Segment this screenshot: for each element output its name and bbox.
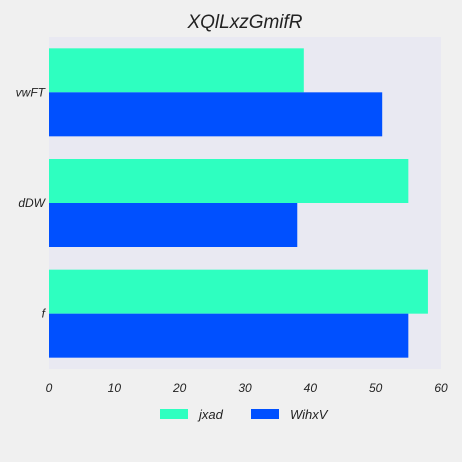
legend-swatch-jxad	[160, 409, 188, 419]
x-tick-label: 30	[238, 381, 252, 395]
legend: jxad WihxV	[160, 407, 329, 422]
y-tick-label: dDW	[18, 196, 46, 210]
y-tick-label: vwFT	[16, 85, 47, 99]
bar-jxad-dDW	[49, 159, 409, 203]
bars-group	[49, 48, 428, 358]
legend-label-jxad: jxad	[197, 407, 224, 422]
bar-WihxV-f	[49, 313, 409, 358]
chart-title: XQlLxzGmifR	[186, 12, 302, 33]
legend-label-WihxV: WihxV	[290, 407, 329, 422]
bar-WihxV-dDW	[49, 203, 298, 247]
x-tick-label: 10	[108, 381, 122, 395]
bar-jxad-vwFT	[49, 48, 304, 93]
x-tick-label: 50	[369, 381, 383, 395]
legend-swatch-WihxV	[251, 409, 279, 419]
bar-WihxV-vwFT	[49, 92, 383, 137]
x-axis-tick-labels: 0 10 20 30 40 50 60	[46, 381, 448, 395]
x-tick-label: 60	[434, 381, 448, 395]
x-tick-label: 0	[46, 381, 53, 395]
bar-jxad-f	[49, 269, 428, 314]
x-tick-label: 40	[304, 381, 318, 395]
y-axis-tick-labels: vwFT dDW f	[16, 85, 47, 320]
x-tick-label: 20	[172, 381, 187, 395]
y-tick-label: f	[42, 307, 47, 321]
